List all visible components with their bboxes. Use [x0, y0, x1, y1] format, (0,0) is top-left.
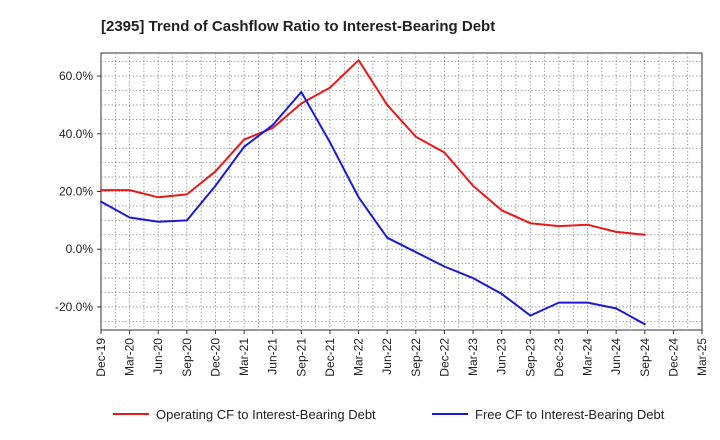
x-tick-label: Mar-24: [581, 338, 595, 376]
legend-label-2: Free CF to Interest-Bearing Debt: [475, 407, 665, 422]
x-tick-label: Dec-22: [437, 338, 451, 377]
x-tick-label: Jun-24: [609, 338, 623, 375]
x-tick-label: Dec-21: [323, 338, 337, 377]
axes: 60.0% 40.0% 20.0% 0.0% -20.0% Dec-19 Mar-20 Jun…: [55, 69, 709, 377]
x-tick-label: Mar-25: [695, 338, 709, 376]
legend-label-1: Operating CF to Interest-Bearing Debt: [156, 407, 376, 422]
y-tick-label: 20.0%: [59, 185, 93, 199]
x-tick-label: Sep-20: [180, 338, 194, 377]
x-tick-label: Jun-20: [151, 338, 165, 375]
x-tick-label: Sep-21: [294, 338, 308, 377]
x-tick-label: Dec-23: [552, 338, 566, 377]
y-tick-label: 0.0%: [66, 242, 94, 256]
y-tick-label: 60.0%: [59, 69, 93, 83]
x-tick-label: Dec-20: [208, 338, 222, 377]
y-tick-label: -20.0%: [55, 300, 93, 314]
x-tick-label: Dec-19: [94, 338, 108, 377]
x-tick-label: Mar-22: [352, 338, 366, 376]
x-tick-label: Sep-24: [638, 338, 652, 377]
x-tick-label: Sep-22: [409, 338, 423, 377]
x-tick-label: Mar-21: [237, 338, 251, 376]
x-tick-label: Jun-23: [495, 338, 509, 375]
x-tick-label: Dec-24: [666, 338, 680, 377]
chart-title: [2395] Trend of Cashflow Ratio to Intere…: [101, 18, 495, 35]
x-tick-label: Mar-23: [466, 338, 480, 376]
series-line-2: [100, 91, 646, 326]
x-tick-label: Sep-23: [523, 338, 537, 377]
legend: Operating CF to Interest-Bearing Debt Fre…: [113, 407, 665, 422]
series-line-1: [100, 59, 646, 236]
grid: [100, 52, 703, 331]
x-tick-label: Mar-20: [123, 338, 137, 376]
y-tick-label: 40.0%: [59, 127, 93, 141]
x-tick-label: Jun-21: [266, 338, 280, 375]
series-lines: [100, 59, 646, 326]
x-tick-label: Jun-22: [380, 338, 394, 375]
